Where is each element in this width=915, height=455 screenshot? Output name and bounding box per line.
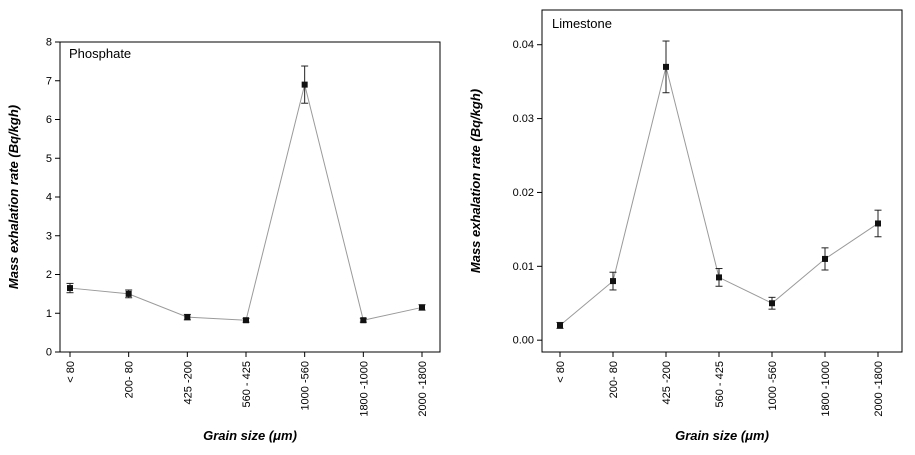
svg-text:0.03: 0.03 (513, 113, 534, 125)
phosphate-chart: Phosphate 0 1 2 3 4 5 6 7 8 < 80 200- 80 425 -200 56… (2, 0, 450, 452)
svg-text:1: 1 (46, 308, 52, 320)
phosphate-chart-title: Phosphate (69, 46, 132, 61)
svg-text:1800 -1000: 1800 -1000 (358, 361, 370, 417)
svg-text:1000 -560: 1000 -560 (300, 361, 312, 411)
svg-text:2000 -1800: 2000 -1800 (873, 361, 885, 417)
plot-box (541, 9, 903, 353)
svg-text:Mass exhalation rate (Bq/kgh): Mass exhalation rate (Bq/kgh) (6, 105, 21, 289)
svg-text:2: 2 (46, 269, 52, 281)
svg-text:0.01: 0.01 (513, 261, 534, 273)
svg-text:< 80: < 80 (555, 361, 567, 383)
error-bars (556, 40, 882, 329)
svg-text:6: 6 (46, 114, 52, 126)
svg-text:0: 0 (46, 347, 52, 359)
svg-text:8: 8 (46, 37, 52, 49)
svg-text:Grain size (μm): Grain size (μm) (675, 428, 769, 443)
limestone-chart: Limestone 0.00 0.01 0.02 0.03 0.04 < 80 200- 8… (464, 0, 912, 452)
svg-text:7: 7 (46, 75, 52, 87)
svg-text:0.00: 0.00 (513, 335, 534, 347)
limestone-chart-title: Limestone (552, 16, 612, 31)
svg-text:560 - 425: 560 - 425 (241, 361, 253, 407)
svg-text:1000 -560: 1000 -560 (767, 361, 779, 411)
data-line (69, 84, 423, 321)
x-axis: < 80 200- 80 425 -200 560 - 425 1000 -560 180… (555, 352, 885, 417)
y-axis: 0.00 0.01 0.02 0.03 0.04 (513, 39, 542, 347)
phosphate-plot: 0 1 2 3 4 5 6 7 8 < 80 200- 80 425 -200 560 - 425 100… (6, 37, 441, 443)
svg-text:1800 -1000: 1800 -1000 (820, 361, 832, 417)
svg-text:< 80: < 80 (65, 361, 77, 383)
svg-text:4: 4 (46, 192, 52, 204)
svg-text:0.02: 0.02 (513, 187, 534, 199)
limestone-plot: 0.00 0.01 0.02 0.03 0.04 < 80 200- 80 425 -200 5… (468, 9, 903, 443)
svg-text:200- 80: 200- 80 (608, 361, 620, 398)
svg-text:0.04: 0.04 (513, 39, 534, 51)
svg-text:5: 5 (46, 153, 52, 165)
svg-text:Grain size (μm): Grain size (μm) (203, 428, 297, 443)
x-axis: < 80 200- 80 425 -200 560 - 425 1000 -560 180… (65, 352, 429, 417)
svg-text:425 -200: 425 -200 (661, 361, 673, 404)
axis-labels: Grain size (μm) Mass exhalation rate (Bq/… (468, 89, 769, 443)
data-markers (557, 63, 881, 329)
error-bars (66, 65, 426, 323)
svg-text:200- 80: 200- 80 (124, 361, 136, 398)
y-axis: 0 1 2 3 4 5 6 7 8 (46, 37, 60, 359)
svg-text:3: 3 (46, 230, 52, 242)
axis-labels: Grain size (μm) Mass exhalation rate (Bq/… (6, 105, 297, 443)
svg-text:2000 -1800: 2000 -1800 (417, 361, 429, 417)
svg-text:560 - 425: 560 - 425 (714, 361, 726, 407)
svg-text:425 -200: 425 -200 (182, 361, 194, 404)
svg-text:Mass exhalation rate (Bq/kgh): Mass exhalation rate (Bq/kgh) (468, 89, 483, 273)
data-markers (67, 81, 425, 324)
